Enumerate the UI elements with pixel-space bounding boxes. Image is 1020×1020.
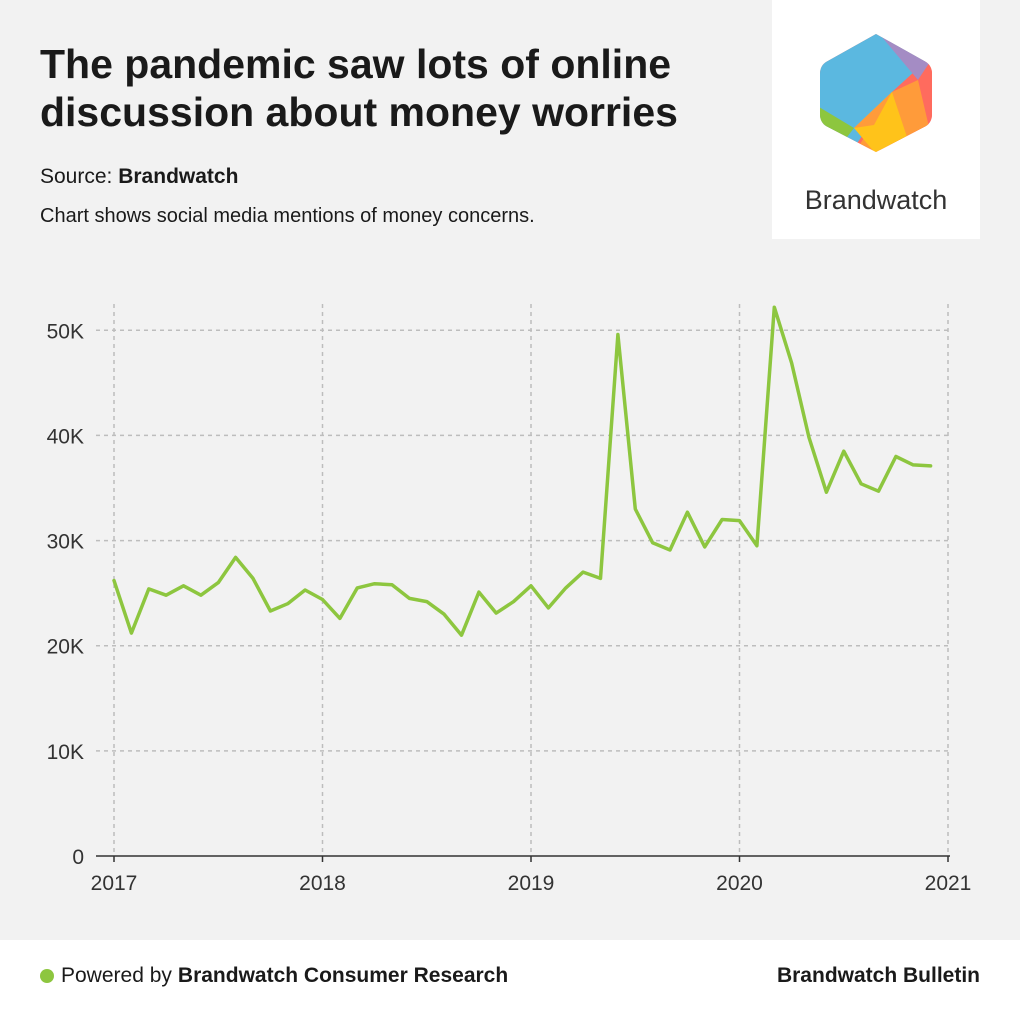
powered-prefix: Powered by [61,964,172,987]
x-tick-label: 2017 [91,872,138,895]
chart-title-line-2: discussion about money worries [40,89,678,135]
y-tick-label: 20K [47,636,84,659]
footer-bar: Powered by Brandwatch Consumer Research … [0,940,1020,1020]
x-tick-label: 2019 [508,872,555,895]
series-line [112,305,933,637]
x-tick-label: 2021 [925,872,972,895]
y-tick-label: 0 [72,846,84,869]
y-tick-label: 50K [47,320,84,343]
y-tick-label: 30K [47,531,84,554]
y-tick-label: 10K [47,741,84,764]
green-dot-icon [40,969,54,983]
x-tick-label: 2018 [299,872,346,895]
chart-grid [96,304,949,856]
chart-axes: 0 10K 20K 30K 40K 50K 2017 2018 2019 2020 2021 [47,320,972,895]
powered-name: Brandwatch Consumer Research [177,964,509,987]
y-tick-label: 40K [47,425,84,448]
chart-title-line-1: The pandemic saw lots of online [40,41,672,87]
source-line: Source: Brandwatch [40,165,238,189]
x-tick-label: 2020 [716,872,763,895]
chart-title: The pandemic saw lots of online discussi… [40,40,740,136]
chart-series [112,305,933,637]
powered-by: Powered by Brandwatch Consumer Research [40,964,508,988]
line-chart: 0 10K 20K 30K 40K 50K 2017 2018 2019 2020 2021 [47,304,972,895]
source-label: Source: [40,165,113,188]
brand-logo-text: Brandwatch [804,185,948,215]
footer-brand: Brandwatch Bulletin [776,964,980,987]
chart-subtitle: Chart shows social media mentions of mon… [40,205,535,227]
hexagon-logo-icon [820,34,932,152]
brand-logo-card: Brandwatch [772,0,980,239]
source-name: Brandwatch [118,165,239,188]
